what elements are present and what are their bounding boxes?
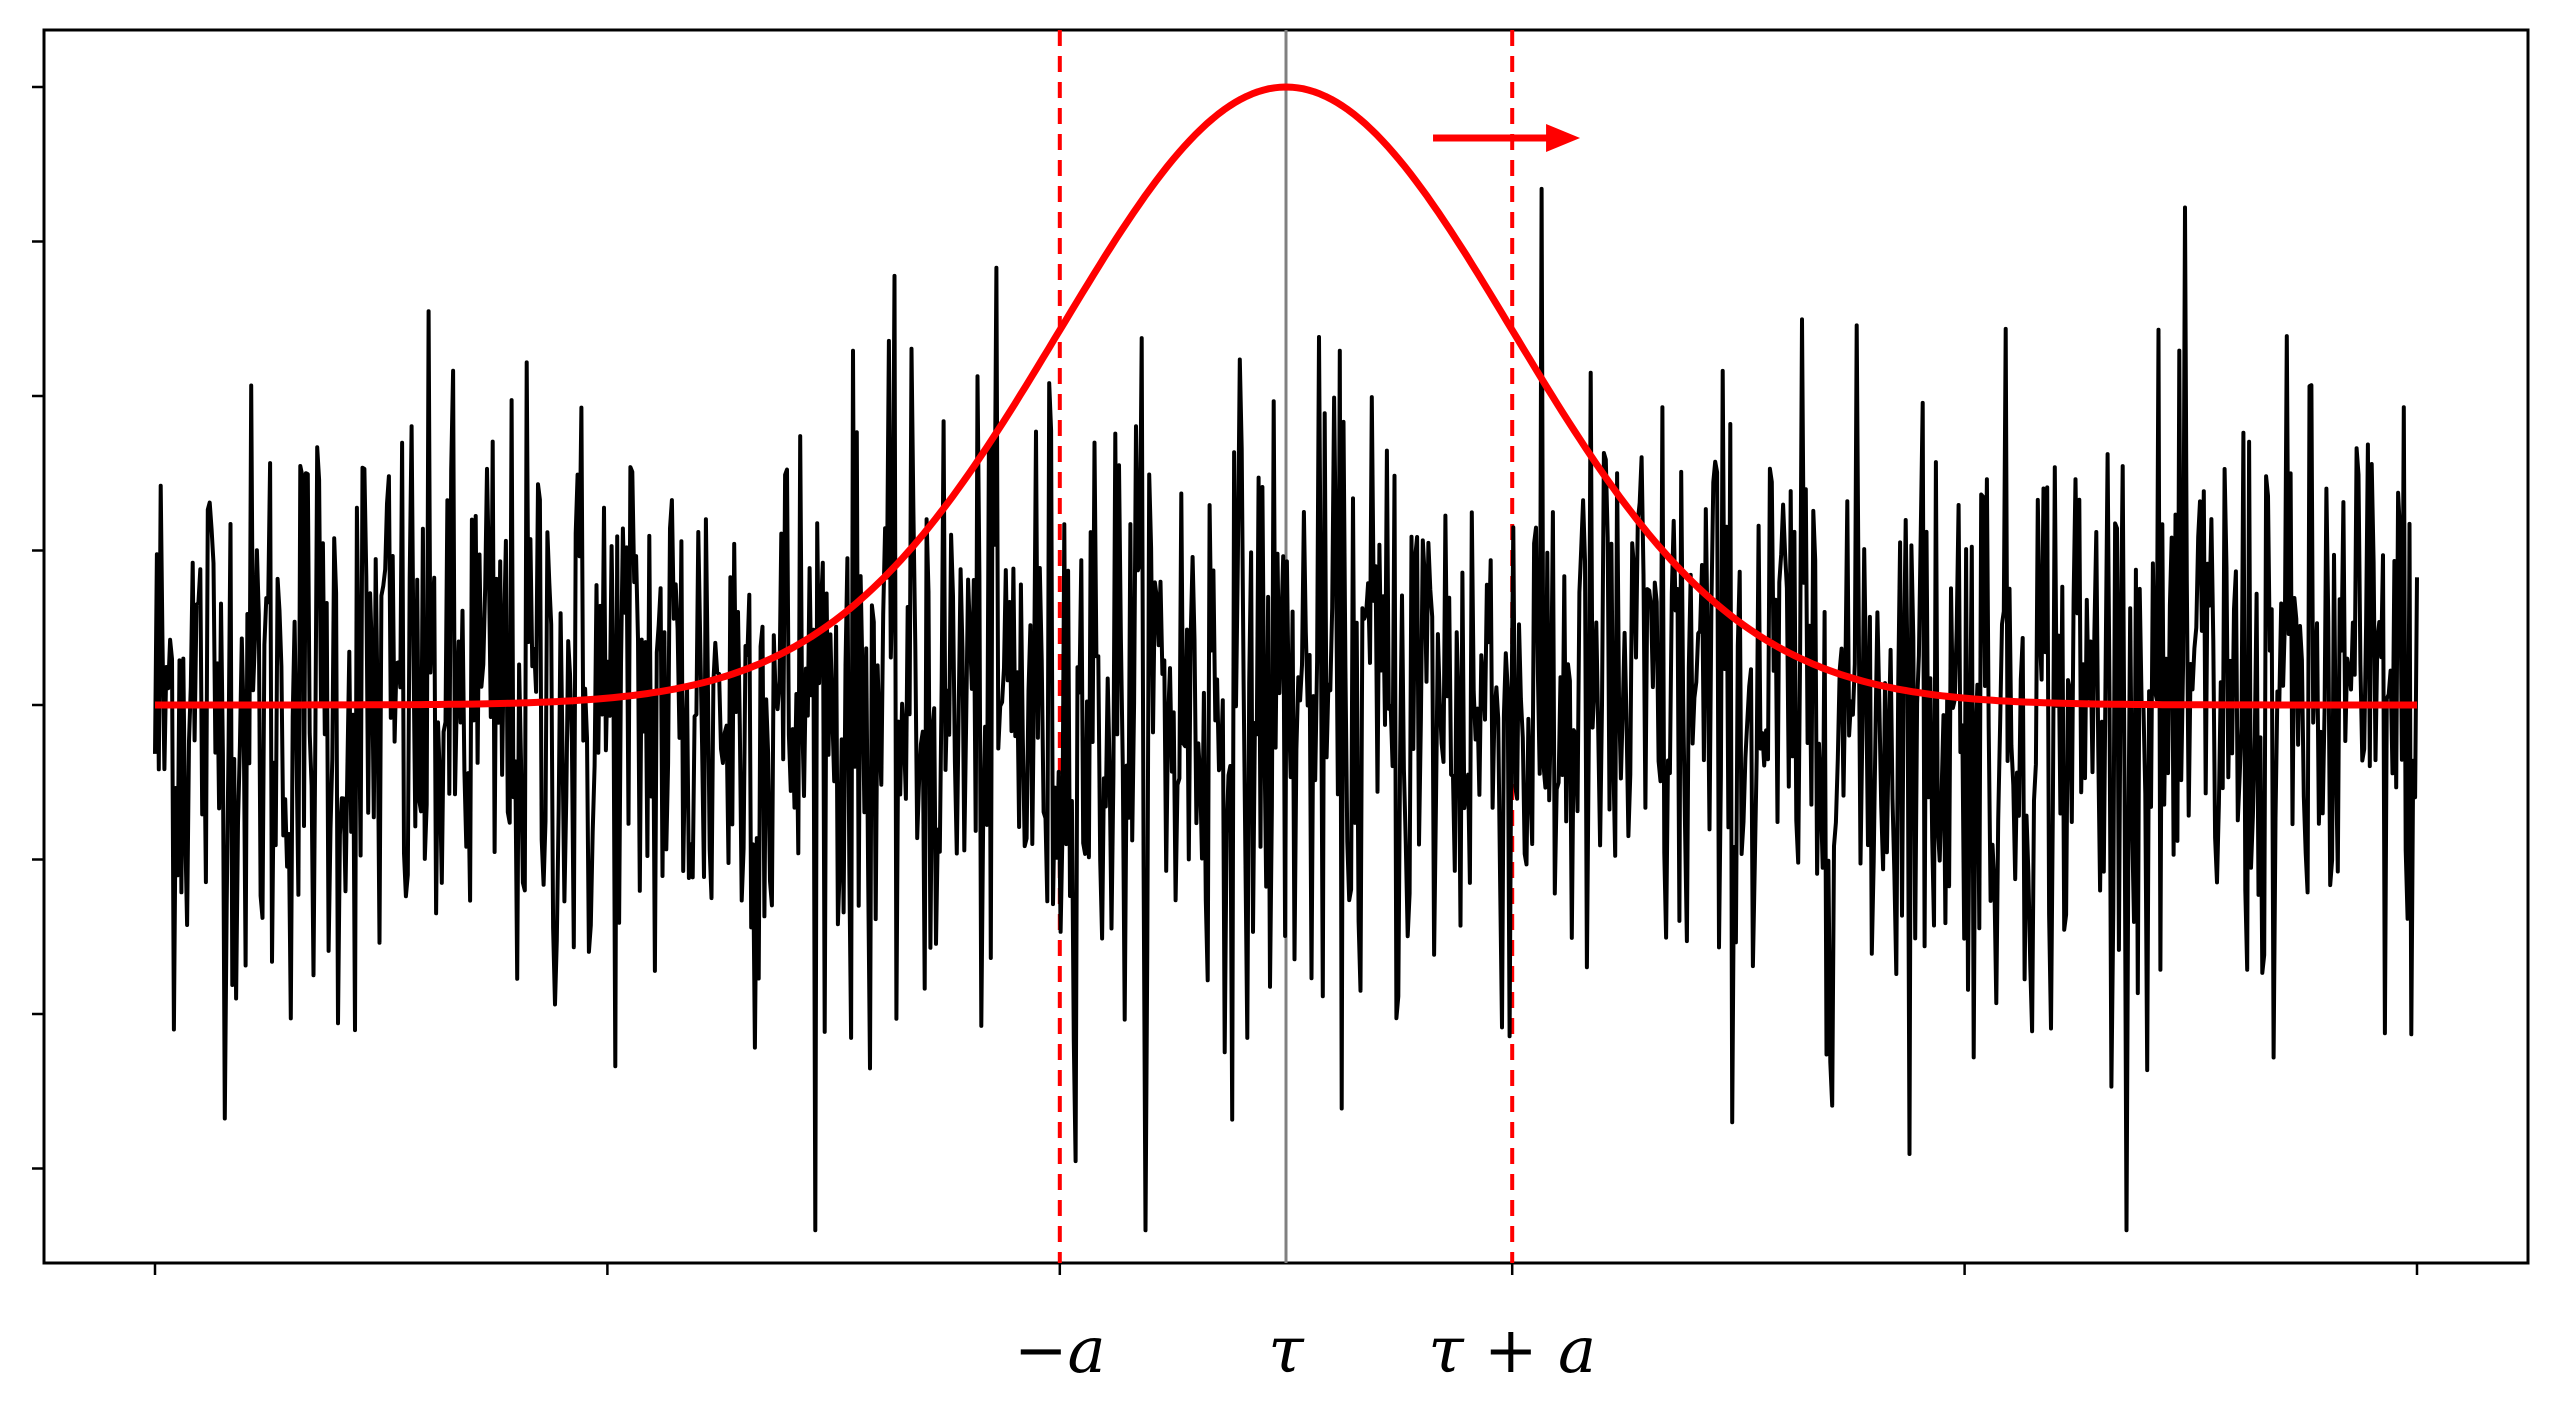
gaussian-window-curve xyxy=(155,83,2417,709)
arrow-right-icon xyxy=(1546,123,1581,152)
x-tick-label: τ xyxy=(1268,1314,1305,1388)
x-tick-label: −a xyxy=(1014,1314,1106,1388)
x-tick-labels: −a τ τ + a xyxy=(1014,1314,1596,1388)
axis-ticks xyxy=(32,85,2419,1275)
annotations xyxy=(1433,123,1581,152)
x-tick-label: τ + a xyxy=(1428,1314,1596,1388)
noise-series-line xyxy=(153,186,2419,1233)
series-layer xyxy=(153,83,2419,1233)
